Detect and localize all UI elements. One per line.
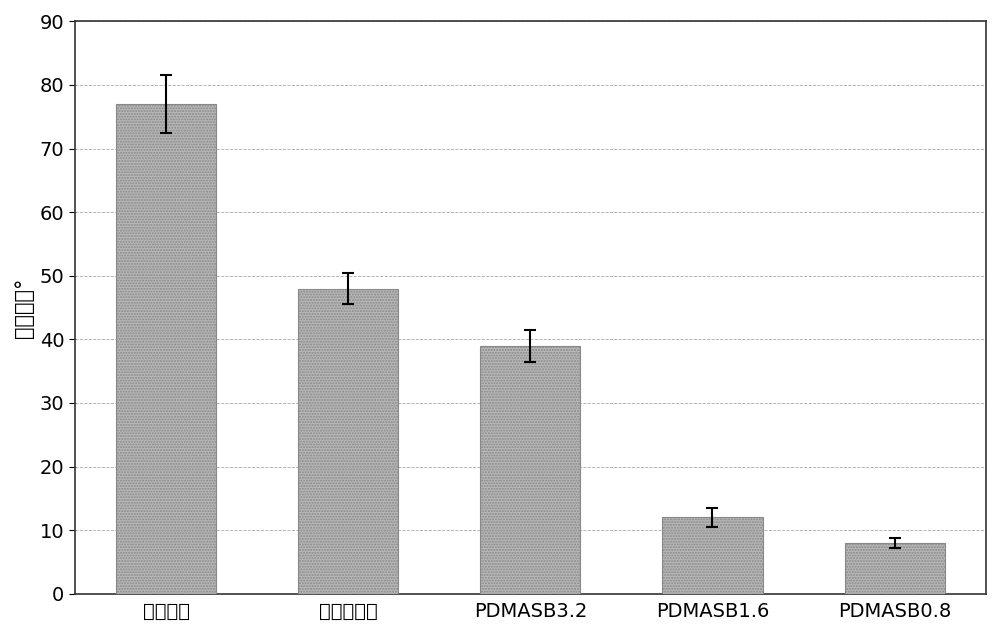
Bar xyxy=(662,518,763,594)
Bar xyxy=(845,543,945,594)
Y-axis label: 接触角／°: 接触角／° xyxy=(14,277,34,338)
Bar xyxy=(480,345,580,594)
Bar xyxy=(116,104,216,594)
Bar xyxy=(298,288,398,594)
